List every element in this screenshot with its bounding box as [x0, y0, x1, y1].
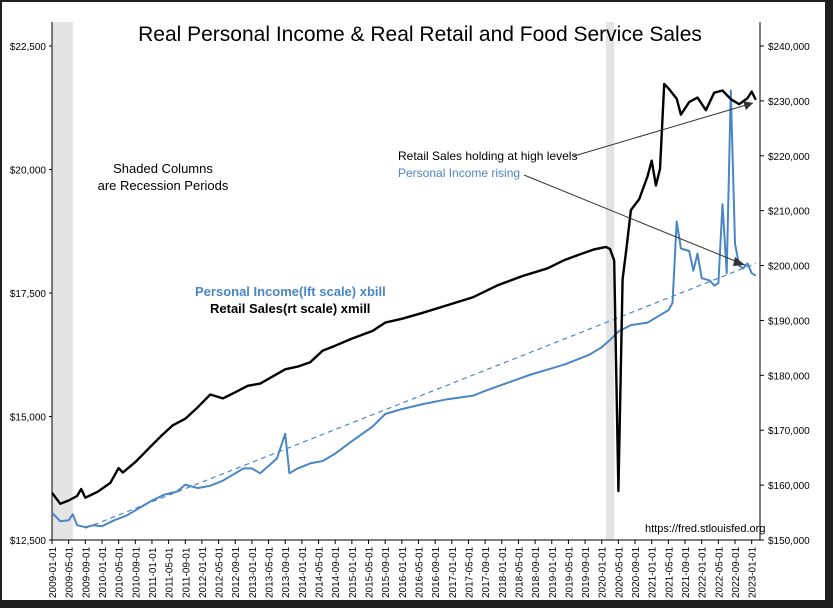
- x-tick-label: 2021-09-01: [681, 546, 692, 598]
- source-label: https://fred.stlouisfed.org: [645, 523, 765, 535]
- x-tick-label: 2017-01-01: [448, 546, 459, 598]
- x-tick-label: 2022-09-01: [731, 546, 742, 598]
- x-axis-ticks: 2009-01-01 2009-05-01 2009-09-01 2010-01-01…: [48, 540, 759, 598]
- annotation-retail-holding: Retail Sales holding at high levels: [398, 149, 577, 163]
- right-tick-label: $150,000: [768, 536, 810, 547]
- right-tick-label: $210,000: [768, 207, 810, 218]
- legend-retail-sales: Retail Sales(rt scale) xmill: [210, 301, 370, 316]
- series-line-retail-sales: [51, 82, 757, 505]
- x-tick-label: 2016-09-01: [431, 546, 442, 598]
- left-tick-label: $22,500: [10, 42, 47, 53]
- series-line-personal-income: [51, 89, 757, 529]
- x-tick-label: 2013-05-01: [265, 546, 276, 598]
- x-tick-label: 2011-09-01: [181, 547, 192, 598]
- left-axis-ticks: $12,500 $15,000 $17,500 $20,000 $22,500: [10, 42, 52, 547]
- right-tick-label: $160,000: [768, 481, 810, 492]
- x-tick-label: 2016-05-01: [414, 546, 425, 598]
- x-tick-label: 2018-01-01: [498, 546, 509, 598]
- x-tick-label: 2009-09-01: [81, 546, 92, 598]
- x-tick-label: 2021-05-01: [664, 546, 675, 598]
- arrow-retail-head: [743, 101, 753, 110]
- left-tick-label: $12,500: [10, 536, 47, 547]
- annotation-shaded-line1: Shaded Columns: [113, 161, 213, 176]
- x-tick-label: 2014-09-01: [331, 546, 342, 598]
- arrow-income-head: [733, 257, 745, 266]
- x-tick-label: 2019-01-01: [548, 546, 559, 598]
- right-tick-label: $230,000: [768, 97, 810, 108]
- x-tick-label: 2017-05-01: [464, 546, 475, 598]
- x-tick-label: 2020-09-01: [631, 546, 642, 598]
- x-tick-label: 2015-01-01: [348, 546, 359, 598]
- right-tick-label: $220,000: [768, 152, 810, 163]
- x-tick-label: 2012-05-01: [215, 546, 226, 598]
- x-tick-label: 2012-09-01: [231, 546, 242, 598]
- series-layer: [51, 82, 757, 529]
- x-tick-label: 2021-01-01: [648, 546, 659, 598]
- x-tick-label: 2013-09-01: [281, 546, 292, 598]
- x-tick-label: 2022-05-01: [714, 546, 725, 598]
- right-tick-label: $170,000: [768, 426, 810, 437]
- x-tick-label: 2009-05-01: [65, 546, 76, 598]
- x-tick-label: 2015-05-01: [365, 546, 376, 598]
- left-tick-label: $15,000: [10, 413, 47, 424]
- x-tick-label: 2023-01-01: [748, 546, 759, 598]
- x-tick-label: 2014-05-01: [315, 546, 326, 598]
- x-tick-label: 2016-01-01: [398, 546, 409, 598]
- recession-band-1: [605, 22, 615, 540]
- x-tick-label: 2018-09-01: [531, 546, 542, 598]
- x-tick-label: 2009-01-01: [48, 546, 59, 598]
- x-tick-label: 2010-01-01: [98, 546, 109, 598]
- left-tick-label: $17,500: [10, 289, 47, 300]
- arrow-retail: [573, 102, 754, 157]
- annotation-shaded-line2: are Recession Periods: [98, 178, 229, 193]
- recession-band-0: [52, 22, 73, 540]
- x-tick-label: 2019-05-01: [564, 546, 575, 598]
- x-tick-label: 2018-05-01: [514, 546, 525, 598]
- arrow-income: [523, 174, 746, 266]
- left-tick-label: $20,000: [10, 166, 47, 177]
- annotation-income-rising: Personal Income rising: [398, 166, 520, 180]
- x-tick-label: 2011-05-01: [165, 547, 176, 598]
- x-tick-label: 2013-01-01: [248, 546, 259, 598]
- right-tick-label: $240,000: [768, 42, 810, 53]
- x-tick-label: 2020-05-01: [614, 546, 625, 598]
- right-tick-label: $180,000: [768, 371, 810, 382]
- right-axis-ticks: $150,000 $160,000 $170,000 $180,000 $190,000…: [760, 42, 810, 547]
- x-tick-label: 2014-01-01: [298, 546, 309, 598]
- x-tick-label: 2010-09-01: [131, 546, 142, 598]
- x-tick-label: 2017-09-01: [481, 546, 492, 598]
- recession-layer: [52, 22, 615, 540]
- x-tick-label: 2020-01-01: [598, 546, 609, 598]
- x-tick-label: 2019-09-01: [581, 546, 592, 598]
- legend-personal-income: Personal Income(lft scale) xbill: [195, 284, 386, 299]
- x-tick-label: 2010-05-01: [115, 546, 126, 598]
- trend-line-dashed: [85, 262, 757, 529]
- chart-background: [2, 2, 825, 600]
- right-tick-label: $190,000: [768, 316, 810, 327]
- x-tick-label: 2012-01-01: [198, 546, 209, 598]
- x-tick-label: 2011-01-01: [148, 547, 159, 598]
- right-tick-label: $200,000: [768, 262, 810, 273]
- x-tick-label: 2015-09-01: [381, 546, 392, 598]
- x-tick-label: 2022-01-01: [698, 546, 709, 598]
- chart-title: Real Personal Income & Real Retail and F…: [138, 23, 702, 46]
